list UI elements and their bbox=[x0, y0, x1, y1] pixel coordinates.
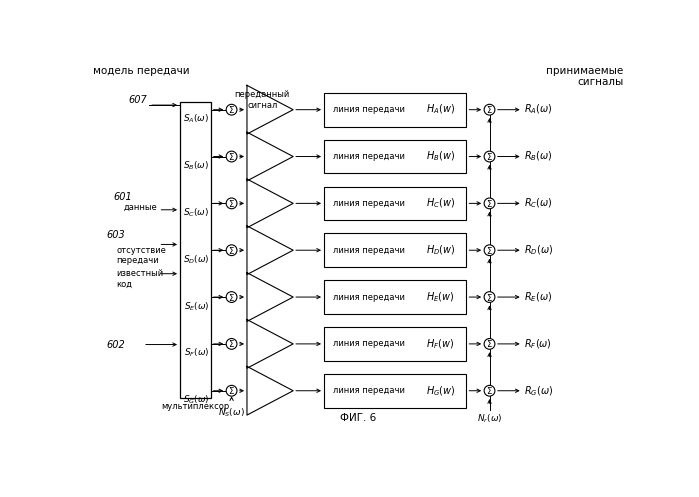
Bar bbox=[324, 374, 466, 408]
Circle shape bbox=[226, 198, 237, 209]
Text: модель передачи: модель передачи bbox=[93, 66, 189, 76]
Circle shape bbox=[226, 385, 237, 396]
Text: $\Sigma$: $\Sigma$ bbox=[228, 104, 235, 115]
Text: $R_{B}(\omega)$: $R_{B}(\omega)$ bbox=[524, 150, 553, 164]
Text: $\Sigma$: $\Sigma$ bbox=[486, 338, 493, 349]
Circle shape bbox=[484, 338, 495, 349]
Text: $\Sigma$: $\Sigma$ bbox=[486, 245, 493, 256]
Text: $S_{C}(\omega)$: $S_{C}(\omega)$ bbox=[183, 206, 209, 219]
Bar bbox=[324, 93, 466, 127]
Text: переданный
сигнал: переданный сигнал bbox=[235, 90, 290, 110]
Text: $S_{A}(\omega)$: $S_{A}(\omega)$ bbox=[183, 113, 209, 125]
Text: 601: 601 bbox=[114, 192, 133, 202]
Bar bbox=[324, 327, 466, 361]
Text: $S_{B}(\omega)$: $S_{B}(\omega)$ bbox=[183, 160, 209, 172]
Text: $H_{G}(w)$: $H_{G}(w)$ bbox=[426, 384, 456, 398]
Text: $\Sigma$: $\Sigma$ bbox=[228, 338, 235, 349]
Circle shape bbox=[484, 104, 495, 115]
Text: $N_r(\omega)$: $N_r(\omega)$ bbox=[477, 413, 502, 425]
Text: $\Sigma$: $\Sigma$ bbox=[228, 292, 235, 303]
Text: $\Sigma$: $\Sigma$ bbox=[486, 198, 493, 209]
Text: $H_{F}(w)$: $H_{F}(w)$ bbox=[426, 337, 455, 351]
Text: $H_{A}(w)$: $H_{A}(w)$ bbox=[426, 103, 455, 116]
Text: $\Sigma$: $\Sigma$ bbox=[228, 245, 235, 256]
Text: $R_{E}(\omega)$: $R_{E}(\omega)$ bbox=[524, 290, 552, 304]
Text: принимаемые
сигналы: принимаемые сигналы bbox=[546, 66, 624, 87]
Text: ФИГ. 6: ФИГ. 6 bbox=[340, 413, 376, 422]
Text: $H_{D}(w)$: $H_{D}(w)$ bbox=[426, 244, 456, 257]
Text: $S_{E}(\omega)$: $S_{E}(\omega)$ bbox=[184, 300, 209, 313]
Text: $R_{A}(\omega)$: $R_{A}(\omega)$ bbox=[524, 103, 553, 116]
Circle shape bbox=[484, 151, 495, 162]
Text: $S_{G}(\omega)$: $S_{G}(\omega)$ bbox=[182, 394, 209, 407]
Circle shape bbox=[226, 151, 237, 162]
Text: линия передачи: линия передачи bbox=[333, 199, 405, 208]
Text: $S_{D}(\omega)$: $S_{D}(\omega)$ bbox=[182, 253, 209, 266]
Text: $R_{G}(\omega)$: $R_{G}(\omega)$ bbox=[524, 384, 554, 398]
Text: 603: 603 bbox=[106, 230, 125, 240]
Text: $R_{F}(\omega)$: $R_{F}(\omega)$ bbox=[524, 337, 552, 351]
Circle shape bbox=[226, 104, 237, 115]
Text: линия передачи: линия передачи bbox=[333, 293, 405, 302]
Text: $\Sigma$: $\Sigma$ bbox=[486, 151, 493, 162]
Text: $H_{C}(w)$: $H_{C}(w)$ bbox=[426, 197, 455, 210]
Text: $\Sigma$: $\Sigma$ bbox=[228, 385, 235, 396]
Text: данные: данные bbox=[124, 203, 157, 212]
Text: $N_S(\omega)$: $N_S(\omega)$ bbox=[218, 406, 245, 418]
Circle shape bbox=[226, 245, 237, 255]
Text: мультиплексор: мультиплексор bbox=[161, 402, 229, 411]
Circle shape bbox=[484, 245, 495, 255]
Text: $\Sigma$: $\Sigma$ bbox=[486, 292, 493, 303]
Text: известный
код: известный код bbox=[116, 269, 163, 288]
Circle shape bbox=[484, 198, 495, 209]
Text: линия передачи: линия передачи bbox=[333, 339, 405, 348]
Text: 607: 607 bbox=[128, 95, 147, 105]
Circle shape bbox=[226, 338, 237, 349]
Bar bbox=[324, 234, 466, 267]
Bar bbox=[324, 280, 466, 314]
Bar bbox=[180, 102, 211, 399]
Text: $H_{E}(w)$: $H_{E}(w)$ bbox=[426, 290, 455, 304]
Text: $S_{F}(\omega)$: $S_{F}(\omega)$ bbox=[184, 347, 209, 359]
Text: $R_{D}(\omega)$: $R_{D}(\omega)$ bbox=[524, 244, 554, 257]
Text: $\Sigma$: $\Sigma$ bbox=[486, 385, 493, 396]
Text: 602: 602 bbox=[106, 339, 125, 349]
Text: отсутствие
передачи: отсутствие передачи bbox=[116, 246, 166, 265]
Circle shape bbox=[484, 385, 495, 396]
Text: линия передачи: линия передачи bbox=[333, 152, 405, 161]
Circle shape bbox=[226, 292, 237, 303]
Circle shape bbox=[484, 292, 495, 303]
Text: $H_{B}(w)$: $H_{B}(w)$ bbox=[426, 150, 455, 164]
Bar bbox=[324, 186, 466, 220]
Text: $R_{C}(\omega)$: $R_{C}(\omega)$ bbox=[524, 197, 553, 210]
Text: $\Sigma$: $\Sigma$ bbox=[228, 151, 235, 162]
Text: линия передачи: линия передачи bbox=[333, 105, 405, 114]
Text: линия передачи: линия передачи bbox=[333, 386, 405, 395]
Text: линия передачи: линия передачи bbox=[333, 246, 405, 255]
Bar bbox=[324, 140, 466, 173]
Text: $\Sigma$: $\Sigma$ bbox=[228, 198, 235, 209]
Text: $\Sigma$: $\Sigma$ bbox=[486, 104, 493, 115]
